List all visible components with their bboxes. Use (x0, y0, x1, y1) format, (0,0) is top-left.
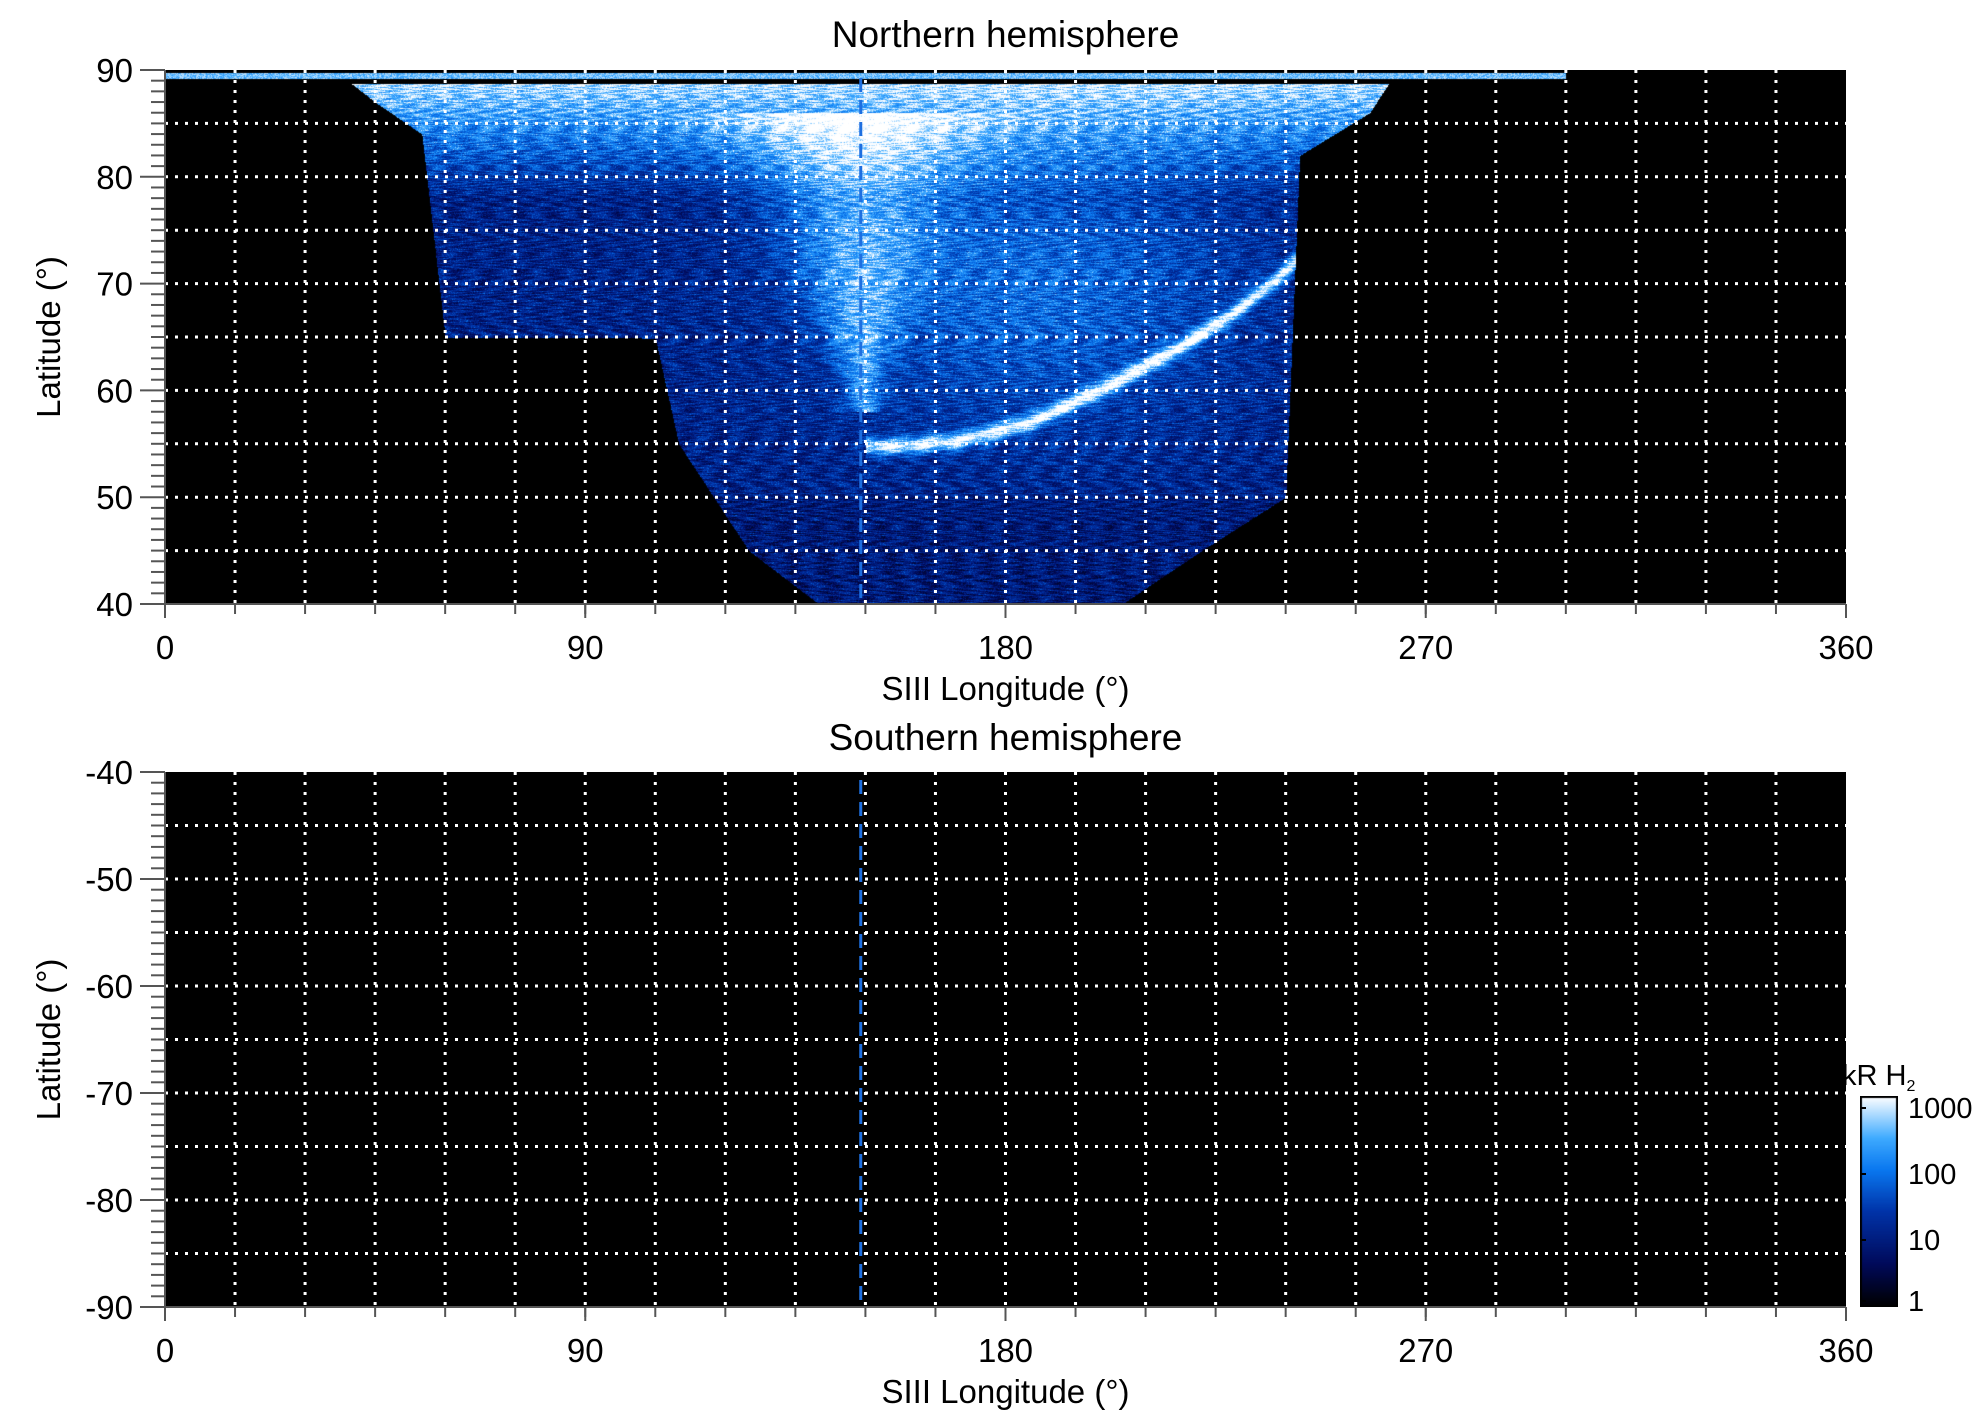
south-title: Southern hemisphere (828, 717, 1183, 758)
north-y-tick-label: 50 (96, 479, 133, 516)
north-x-tick-label: 270 (1398, 629, 1453, 666)
north-x-tick-label: 0 (156, 629, 174, 666)
south-x-tick-label: 180 (978, 1332, 1033, 1369)
south-y-tick-label: -90 (85, 1289, 133, 1326)
north-y-tick-label: 90 (96, 52, 133, 89)
south-y-tick-label: -80 (85, 1182, 133, 1219)
north-y-tick-label: 60 (96, 372, 133, 409)
south-y-tick-label: -50 (85, 861, 133, 898)
colorbar-label-subscript: 2 (1906, 1078, 1915, 1095)
south-x-tick-label: 90 (567, 1332, 604, 1369)
north-x-tick-label: 90 (567, 629, 604, 666)
north-y-tick-label: 40 (96, 586, 133, 623)
colorbar (1860, 1096, 1898, 1307)
south-y-axis-label: Latitude (°) (30, 959, 67, 1121)
colorbar-tick-label: 10 (1908, 1225, 1940, 1257)
south-y-tick-label: -40 (85, 754, 133, 791)
south-x-tick-label: 360 (1818, 1332, 1873, 1369)
north-y-tick-label: 70 (96, 266, 133, 303)
colorbar-tick-label: 1000 (1908, 1093, 1973, 1125)
north-x-axis-label: SIII Longitude (°) (882, 670, 1130, 707)
colorbar-label-text: kR H (1842, 1060, 1906, 1092)
north-title: Northern hemisphere (831, 14, 1180, 55)
north-y-tick-label: 80 (96, 159, 133, 196)
north-x-tick-label: 360 (1818, 629, 1873, 666)
colorbar-tick-label: 1 (1908, 1286, 1924, 1318)
north-x-tick-label: 180 (978, 629, 1033, 666)
south-x-tick-label: 270 (1398, 1332, 1453, 1369)
north-y-axis-label: Latitude (°) (30, 256, 67, 418)
colorbar-tick-label: 100 (1908, 1159, 1956, 1191)
south-x-tick-label: 0 (156, 1332, 174, 1369)
colorbar-label: kR H2 (1842, 1060, 1915, 1095)
south-x-axis-label: SIII Longitude (°) (882, 1373, 1130, 1410)
south-y-tick-label: -60 (85, 968, 133, 1005)
south-y-tick-label: -70 (85, 1075, 133, 1112)
